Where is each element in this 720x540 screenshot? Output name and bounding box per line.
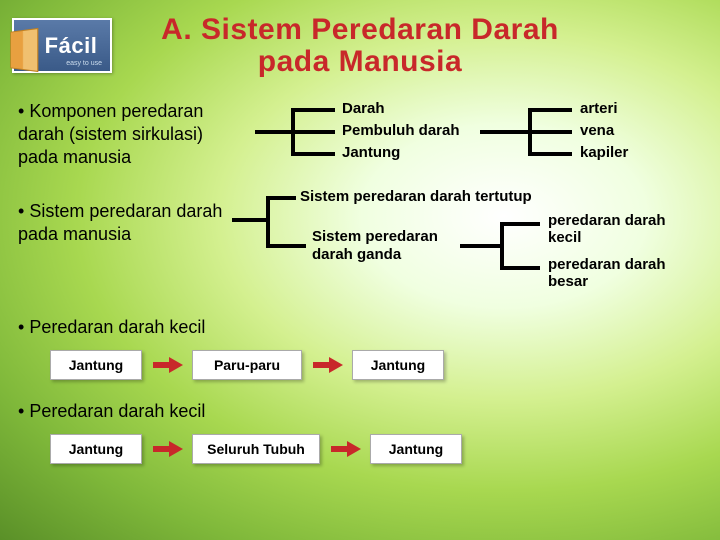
arrow-icon — [153, 357, 183, 373]
label-darah: Darah — [342, 100, 385, 117]
box-flow2-c: Jantung — [370, 434, 462, 464]
bullet-peredaran-2: Peredaran darah kecil — [18, 400, 205, 423]
bullet-komponen: Komponen peredaran darah (sistem sirkula… — [18, 100, 248, 169]
box-flow1-b: Paru-paru — [192, 350, 302, 380]
arrow-icon — [153, 441, 183, 457]
arrow-icon — [313, 357, 343, 373]
label-ganda: Sistem peredaran darah ganda — [312, 228, 452, 264]
label-kecil: peredaran darah kecil — [548, 212, 678, 246]
title-line1: A. Sistem Peredaran Darah — [0, 14, 720, 46]
box-flow2-b: Seluruh Tubuh — [192, 434, 320, 464]
page-title: A. Sistem Peredaran Darah pada Manusia — [0, 14, 720, 78]
box-flow2-a: Jantung — [50, 434, 142, 464]
label-jantung: Jantung — [342, 144, 400, 161]
box-flow1-a: Jantung — [50, 350, 142, 380]
title-line2: pada Manusia — [0, 46, 720, 78]
label-besar: peredaran darah besar — [548, 256, 678, 290]
label-arteri: arteri — [580, 100, 618, 117]
arrow-icon — [331, 441, 361, 457]
label-tertutup: Sistem peredaran darah tertutup — [300, 188, 610, 205]
label-kapiler: kapiler — [580, 144, 628, 161]
box-flow1-c: Jantung — [352, 350, 444, 380]
label-vena: vena — [580, 122, 614, 139]
bullet-peredaran-1: Peredaran darah kecil — [18, 316, 205, 339]
label-pembuluh: Pembuluh darah — [342, 122, 460, 139]
bullet-sistem: Sistem peredaran darah pada manusia — [18, 200, 228, 246]
